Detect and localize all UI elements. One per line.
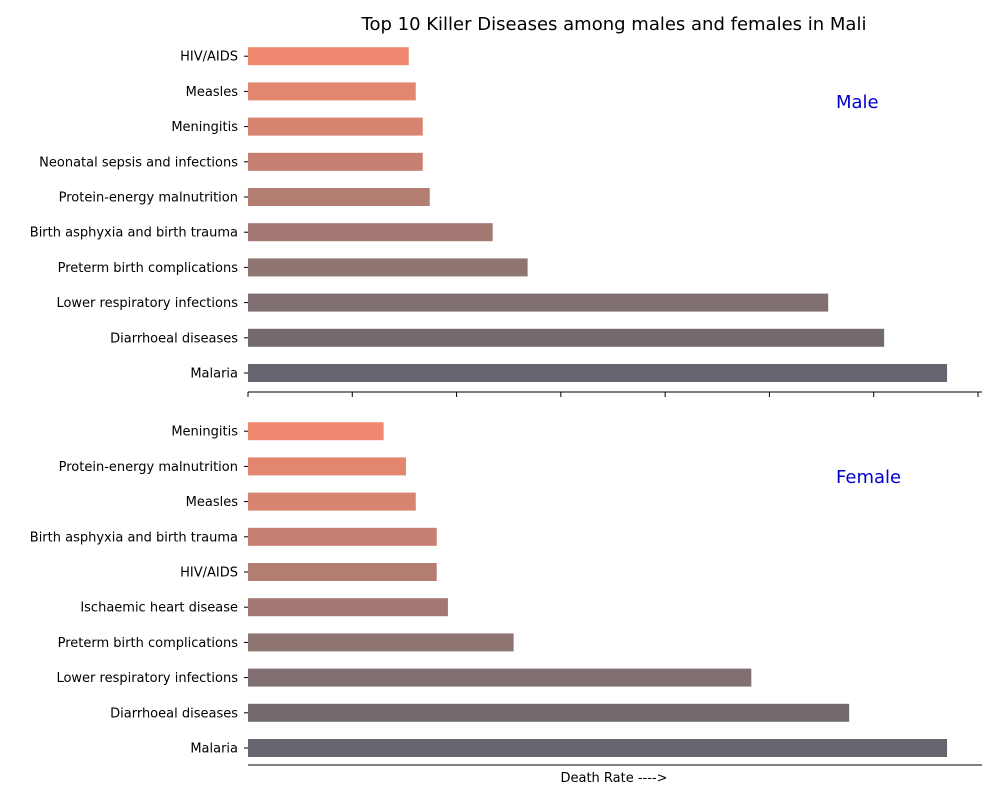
bar bbox=[248, 82, 416, 101]
y-tick-label: Measles bbox=[186, 85, 239, 100]
bar bbox=[248, 739, 948, 757]
bar bbox=[248, 703, 850, 722]
bar bbox=[248, 188, 430, 206]
bar bbox=[248, 563, 437, 581]
chart-panels: Malaria Diarrhoeal diseases Lower respirat… bbox=[30, 47, 982, 766]
bar bbox=[248, 364, 948, 382]
y-tick-label: Lower respiratory infections bbox=[56, 671, 238, 686]
chart-title: Top 10 Killer Diseases among males and f… bbox=[361, 14, 867, 35]
panel-label: Female bbox=[836, 467, 901, 488]
y-tick-label: Preterm birth complications bbox=[58, 636, 239, 651]
y-tick-label: Protein-energy malnutrition bbox=[59, 460, 238, 475]
y-tick-label: Preterm birth complications bbox=[58, 261, 239, 276]
y-tick-label: Birth asphyxia and birth trauma bbox=[30, 530, 238, 545]
bar bbox=[248, 152, 423, 171]
y-tick-label: Ischaemic heart disease bbox=[80, 601, 238, 616]
bar bbox=[248, 668, 752, 687]
bar bbox=[248, 258, 528, 277]
bar bbox=[248, 422, 384, 441]
y-tick-label: Measles bbox=[186, 495, 239, 510]
bar bbox=[248, 633, 514, 652]
y-tick-label: Malaria bbox=[190, 367, 238, 382]
bar bbox=[248, 598, 448, 617]
panel-label: Male bbox=[836, 92, 879, 113]
y-tick-label: Neonatal sepsis and infections bbox=[39, 155, 238, 170]
y-tick-label: HIV/AIDS bbox=[180, 566, 238, 581]
y-tick-label: Lower respiratory infections bbox=[56, 296, 238, 311]
panel-female: Malaria Diarrhoeal diseases Lower respirat… bbox=[30, 422, 982, 766]
bar bbox=[248, 117, 423, 136]
panel-male: Malaria Diarrhoeal diseases Lower respirat… bbox=[30, 47, 982, 397]
x-axis-label: Death Rate ----> bbox=[560, 771, 667, 786]
bar bbox=[248, 492, 416, 511]
y-tick-label: Malaria bbox=[190, 742, 238, 757]
bar bbox=[248, 457, 406, 476]
bar bbox=[248, 527, 437, 546]
y-tick-label: Diarrhoeal diseases bbox=[110, 706, 238, 721]
y-tick-label: Meningitis bbox=[171, 425, 238, 440]
bar bbox=[248, 328, 885, 347]
y-tick-label: Meningitis bbox=[171, 120, 238, 135]
y-tick-label: Diarrhoeal diseases bbox=[110, 331, 238, 346]
y-tick-label: Birth asphyxia and birth trauma bbox=[30, 226, 238, 241]
y-tick-label: Protein-energy malnutrition bbox=[59, 191, 238, 206]
bar bbox=[248, 293, 829, 312]
bar bbox=[248, 223, 493, 242]
bar bbox=[248, 47, 409, 66]
y-tick-label: HIV/AIDS bbox=[180, 50, 238, 65]
